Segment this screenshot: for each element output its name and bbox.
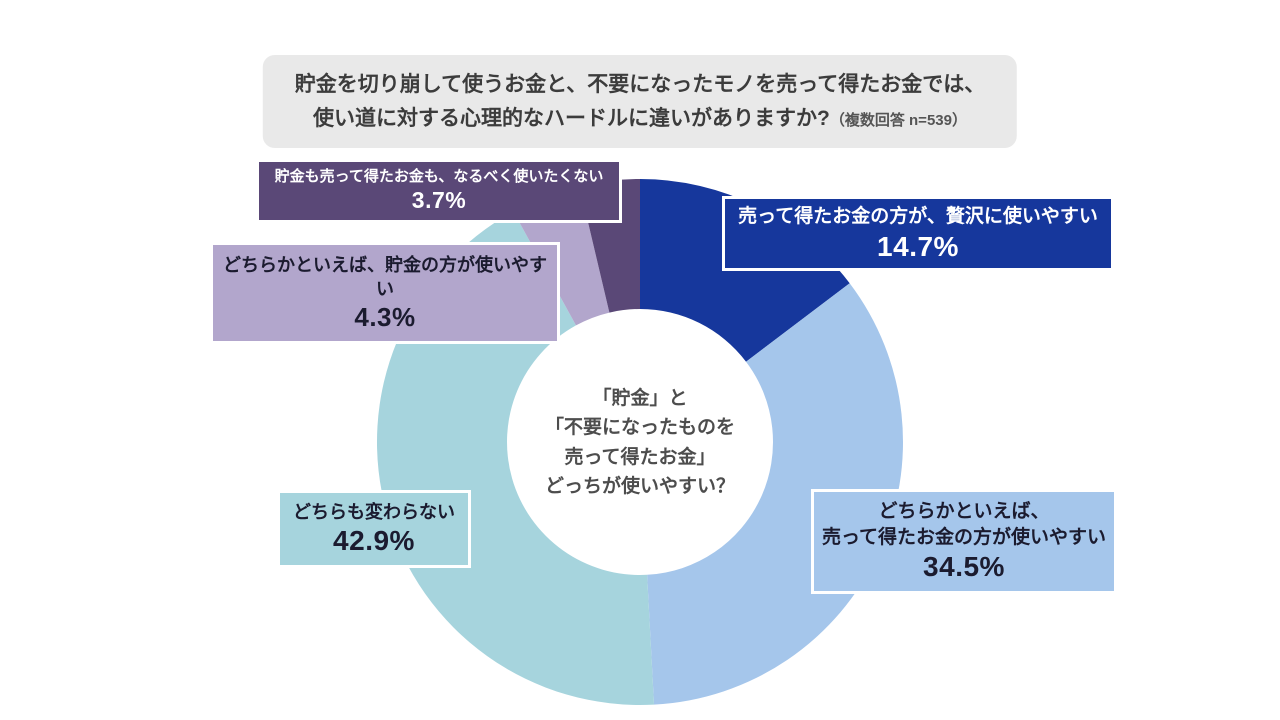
segment-percent: 34.5% <box>923 551 1005 583</box>
center-line3: 売って得たお金」 <box>564 446 716 468</box>
donut-center-label: 「貯金」と 「不要になったものを 売って得たお金」 どっちが使いやすい？ <box>460 384 820 502</box>
segment-label: どちらかといえば、貯金の方が使いやすい <box>223 255 547 300</box>
segment-label-line2: 売って得たお金の方が使いやすい <box>821 526 1107 548</box>
title-line1: 貯金を切り崩して使うお金と、不要になったモノを売って得たお金では、 <box>294 73 986 96</box>
label-box-sold-money-luxury: 売って得たお金の方が、贅沢に使いやすい 14.7% <box>722 196 1114 272</box>
title-line2: 使い道に対する心理的なハードルに違いがありますか? <box>313 106 830 130</box>
segment-percent: 42.9% <box>333 525 415 557</box>
label-box-savings-easier: どちらかといえば、貯金の方が使いやすい 4.3% <box>210 242 560 344</box>
label-box-keep-both-unspent: 貯金も売って得たお金も、なるべく使いたくない 3.7% <box>256 159 622 223</box>
segment-percent: 14.7% <box>877 230 959 262</box>
segment-label: どちらも変わらない <box>293 502 455 522</box>
center-line1: 「貯金」と <box>592 388 688 409</box>
label-box-no-difference: どちらも変わらない 42.9% <box>277 490 471 568</box>
center-line2: 「不要になったものを <box>544 417 735 439</box>
segment-label: 貯金も売って得たお金も、なるべく使いたくない <box>274 168 604 185</box>
donut-segment-1 <box>647 283 903 705</box>
title-box: 貯金を切り崩して使うお金と、不要になったモノを売って得たお金では、 使い道に対す… <box>262 55 1018 149</box>
label-box-sold-money-somewhat-easier: どちらかといえば、 売って得たお金の方が使いやすい 34.5% <box>811 489 1117 594</box>
center-line4: どっちが使いやすい？ <box>544 476 735 498</box>
segment-label-line1: どちらかといえば、 <box>878 501 1050 522</box>
segment-percent: 4.3% <box>354 301 416 332</box>
segment-percent: 3.7% <box>411 187 467 214</box>
segment-label: 売って得たお金の方が、贅沢に使いやすい <box>738 206 1098 227</box>
survey-note: （複数回答 n=539） <box>829 111 967 129</box>
